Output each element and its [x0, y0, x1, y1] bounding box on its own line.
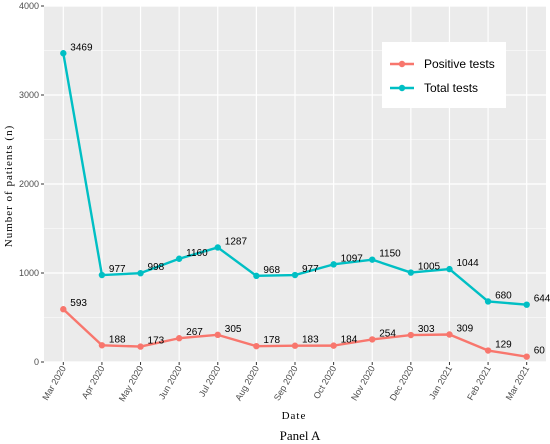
x-axis-title: Date	[282, 410, 307, 422]
data-label-positive-tests: 303	[418, 324, 435, 335]
data-label-total-tests: 1097	[341, 253, 364, 264]
data-point-positive-tests	[98, 342, 106, 349]
legend-label-total-tests: Total tests	[424, 81, 478, 95]
data-label-positive-tests: 184	[341, 335, 358, 346]
data-point-positive-tests	[253, 342, 260, 350]
data-point-total-tests	[523, 301, 530, 308]
y-axis-ticks: 0 1000 2000 3000 4000	[19, 1, 44, 367]
data-label-positive-tests: 183	[302, 335, 319, 346]
data-label-total-tests: 977	[109, 264, 126, 275]
x-tick-label: Dec 2020	[388, 364, 416, 402]
data-label-positive-tests: 188	[109, 334, 126, 345]
data-point-total-tests	[291, 271, 299, 279]
data-label-positive-tests: 254	[379, 328, 396, 339]
data-label-positive-tests: 173	[148, 336, 165, 347]
x-axis-ticks: Mar 2020 Apr 2020 May 2020 Jun 2020 Jul 2020…	[40, 362, 531, 403]
x-tick-label: Nov 2020	[349, 364, 377, 402]
legend-marker-total-tests	[398, 84, 406, 92]
x-tick-label: Jun 2020	[157, 364, 184, 401]
data-point-positive-tests	[369, 336, 376, 343]
data-label-total-tests: 644	[534, 294, 550, 305]
data-point-positive-tests	[137, 343, 144, 350]
data-label-total-tests: 1287	[225, 236, 248, 247]
data-point-total-tests	[60, 50, 67, 57]
data-point-total-tests	[137, 269, 144, 277]
data-point-positive-tests	[291, 342, 299, 349]
data-point-total-tests	[484, 298, 492, 305]
data-point-positive-tests	[484, 347, 492, 354]
legend: Positive tests Total tests	[382, 42, 506, 108]
data-label-total-tests: 3469	[70, 42, 93, 53]
x-tick-label: Aug 2020	[233, 364, 261, 402]
data-label-positive-tests: 60	[534, 346, 546, 357]
data-label-positive-tests: 129	[495, 340, 512, 351]
data-point-positive-tests	[214, 331, 221, 339]
y-tick-label: 1000	[19, 268, 39, 278]
data-point-total-tests	[446, 265, 453, 273]
panel-caption: Panel A	[280, 428, 321, 443]
x-tick-label: Feb 2021	[465, 364, 493, 402]
data-point-positive-tests	[330, 342, 337, 349]
y-tick-label: 3000	[19, 90, 39, 100]
y-tick-label: 0	[34, 357, 39, 367]
data-label-positive-tests: 309	[456, 323, 473, 334]
data-label-positive-tests: 267	[186, 327, 203, 338]
data-point-total-tests	[253, 272, 260, 280]
data-label-total-tests: 968	[263, 265, 280, 276]
data-label-total-tests: 1005	[418, 262, 441, 273]
data-point-total-tests	[214, 244, 221, 251]
x-tick-label: Oct 2020	[311, 364, 338, 401]
x-tick-label: Jul 2020	[197, 364, 223, 398]
data-label-total-tests: 1160	[186, 248, 208, 259]
y-tick-label: 4000	[19, 1, 39, 11]
data-label-total-tests: 977	[302, 264, 319, 275]
x-tick-label: May 2020	[117, 364, 145, 403]
data-label-total-tests: 1150	[379, 249, 401, 260]
data-point-positive-tests	[523, 353, 530, 360]
x-tick-label: Mar 2020	[40, 364, 68, 402]
x-tick-label: Apr 2020	[80, 364, 107, 401]
data-label-total-tests: 998	[148, 262, 165, 273]
data-point-total-tests	[330, 261, 337, 268]
data-point-total-tests	[407, 269, 415, 276]
data-label-positive-tests: 305	[225, 324, 242, 335]
data-point-positive-tests	[407, 331, 415, 339]
data-point-total-tests	[369, 256, 376, 263]
data-point-positive-tests	[175, 335, 183, 342]
data-label-total-tests: 680	[495, 290, 512, 301]
legend-label-positive-tests: Positive tests	[424, 57, 495, 71]
data-labels: 593 188 173 267 305 178 183 184 254 303 309 129 60 34…	[70, 42, 550, 356]
x-tick-label: Jan 2021	[427, 364, 454, 401]
y-axis-title: Number of patients (n)	[3, 125, 15, 248]
data-label-positive-tests: 593	[70, 298, 87, 309]
data-label-total-tests: 1044	[456, 258, 479, 269]
data-label-positive-tests: 178	[263, 335, 280, 346]
x-tick-label: Sep 2020	[272, 364, 300, 402]
data-point-total-tests	[98, 271, 106, 279]
data-point-total-tests	[175, 255, 183, 262]
data-point-positive-tests	[60, 306, 67, 313]
data-point-positive-tests	[446, 331, 453, 338]
gridlines	[44, 5, 546, 363]
x-tick-label: Mar 2021	[504, 364, 532, 402]
series-layer	[60, 50, 530, 360]
y-tick-label: 2000	[19, 179, 39, 189]
legend-box	[382, 42, 506, 108]
legend-marker-positive-tests	[398, 60, 406, 68]
